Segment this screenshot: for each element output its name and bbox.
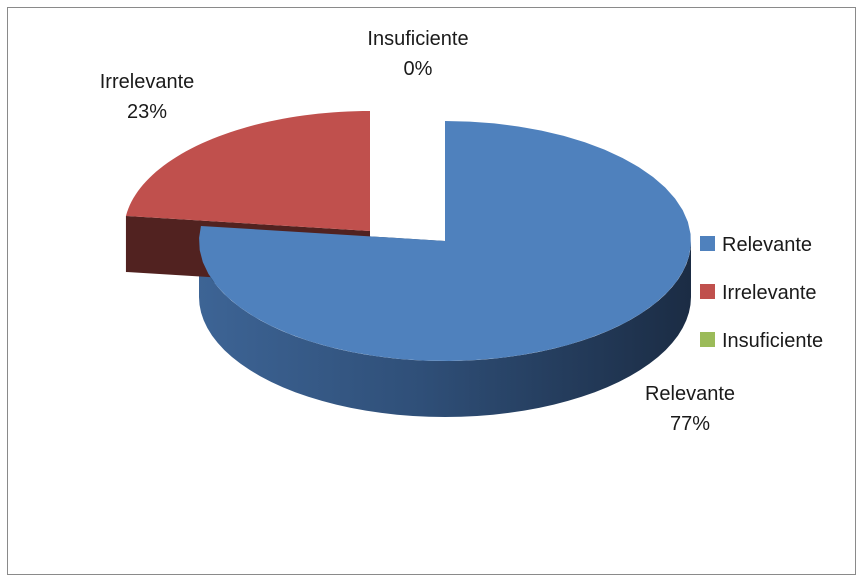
data-label-value-relevante: 77% <box>670 413 710 435</box>
legend-label-irrelevante: Irrelevante <box>722 282 817 304</box>
slice-relevante <box>199 121 691 361</box>
data-label-insuficiente: Insuficiente <box>367 28 468 50</box>
data-label-value-insuficiente: 0% <box>404 58 433 80</box>
legend: Relevante Irrelevante Insuficiente <box>700 234 823 352</box>
legend-swatch-irrelevante <box>700 284 715 299</box>
data-label-value-irrelevante: 23% <box>127 101 167 123</box>
slice-side-relevante <box>199 241 691 417</box>
data-label-irrelevante: Irrelevante <box>100 71 195 93</box>
legend-label-insuficiente: Insuficiente <box>722 330 823 352</box>
legend-label-relevante: Relevante <box>722 234 812 256</box>
slice-irrelevante <box>125 111 370 231</box>
legend-swatch-insuficiente <box>700 332 715 347</box>
data-label-relevante: Relevante <box>645 383 735 405</box>
legend-swatch-relevante <box>700 236 715 251</box>
